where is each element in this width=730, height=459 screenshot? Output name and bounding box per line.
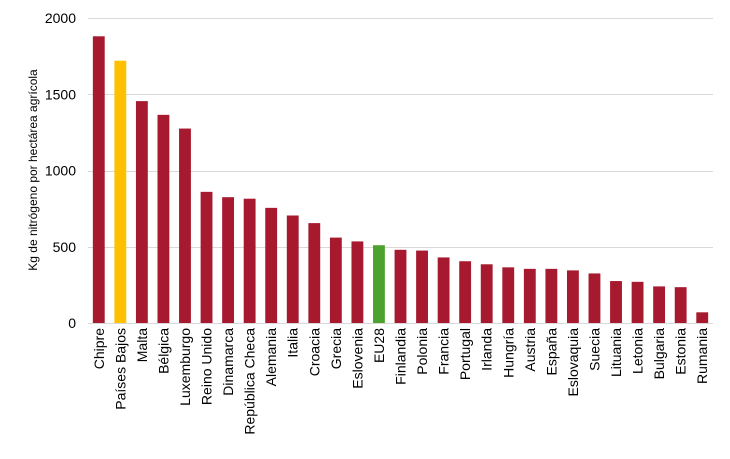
x-category-label: Alemania (263, 328, 279, 387)
bar-letonia (631, 281, 644, 323)
bar-eu28 (373, 245, 385, 323)
x-category-label: Grecia (328, 328, 344, 369)
x-category-label: EU28 (371, 328, 387, 363)
bar-eslovaquia (566, 270, 579, 323)
x-category-label: Croacia (306, 328, 322, 376)
x-category-label: España (543, 328, 559, 376)
bar-portugal (459, 261, 472, 323)
bar-españa (545, 268, 558, 323)
bar-austria (523, 268, 536, 323)
bar-eslovenia (351, 241, 364, 323)
bar-reino-unido (200, 191, 213, 323)
x-category-label: Austria (522, 328, 538, 372)
x-category-label: Irlanda (479, 328, 495, 371)
x-category-label: Lituania (608, 328, 624, 377)
y-axis-ticks: 0 500 1000 1500 2000 (45, 10, 76, 331)
bar-estonia (674, 287, 687, 323)
bar-grecia (329, 237, 342, 323)
bar-irlanda (480, 264, 493, 323)
x-category-label: Hungría (500, 328, 516, 378)
x-category-label: Reino Unido (199, 328, 215, 405)
bar-hungría (502, 267, 515, 323)
x-category-label: Eslovenia (349, 328, 365, 389)
bar-croacia (308, 223, 321, 323)
gridlines (88, 18, 713, 324)
x-category-label: Luxemburgo (177, 328, 193, 406)
x-category-label: Suecia (586, 328, 602, 371)
bar-dinamarca (222, 197, 235, 323)
y-tick-label: 0 (68, 315, 76, 331)
y-tick-label: 1000 (45, 163, 76, 179)
x-category-label: Eslovaquia (565, 328, 581, 397)
x-category-label: Italia (285, 328, 301, 358)
x-category-label: Polonia (414, 328, 430, 375)
x-category-label: Dinamarca (220, 328, 236, 396)
y-tick-label: 1500 (45, 86, 76, 102)
bar-alemania (265, 207, 278, 323)
x-category-label: Estonia (673, 328, 689, 375)
bar-suecia (588, 273, 601, 323)
bar-bulgaria (653, 286, 666, 323)
x-category-label: Malta (134, 328, 150, 362)
x-category-label: Rumania (694, 328, 710, 384)
x-category-label: Bulgaria (651, 328, 667, 380)
bar-malta (135, 101, 148, 323)
bar-bélgica (157, 114, 170, 323)
x-category-label: Chipre (91, 328, 107, 369)
x-category-label: Finlandia (393, 328, 409, 385)
x-category-label: Países Bajos (112, 328, 128, 410)
y-tick-label: 500 (53, 239, 77, 255)
bar-países-bajos (114, 60, 127, 323)
bar-francia (437, 257, 450, 323)
y-tick-label: 2000 (45, 10, 76, 26)
bar-chipre (92, 36, 105, 324)
x-category-label: Portugal (457, 328, 473, 380)
bar-lituania (610, 281, 622, 323)
bar-finlandia (394, 249, 407, 323)
x-category-label: Francia (436, 328, 452, 375)
x-axis-labels: Chipre Países Bajos Malta Bélgica Luxemburgo… (91, 328, 710, 435)
bar-polonia (416, 250, 428, 323)
x-category-label: Bélgica (155, 328, 171, 374)
x-category-label: República Checa (242, 328, 258, 435)
bar-luxemburgo (179, 128, 191, 323)
y-axis-title: Kg de nitrógeno por hectárea agrícola (26, 69, 40, 271)
bar-rumania (696, 312, 709, 323)
bar-república-checa (243, 198, 256, 323)
x-category-label: Letonia (630, 328, 646, 374)
bar-italia (286, 215, 299, 323)
bars (92, 36, 709, 324)
